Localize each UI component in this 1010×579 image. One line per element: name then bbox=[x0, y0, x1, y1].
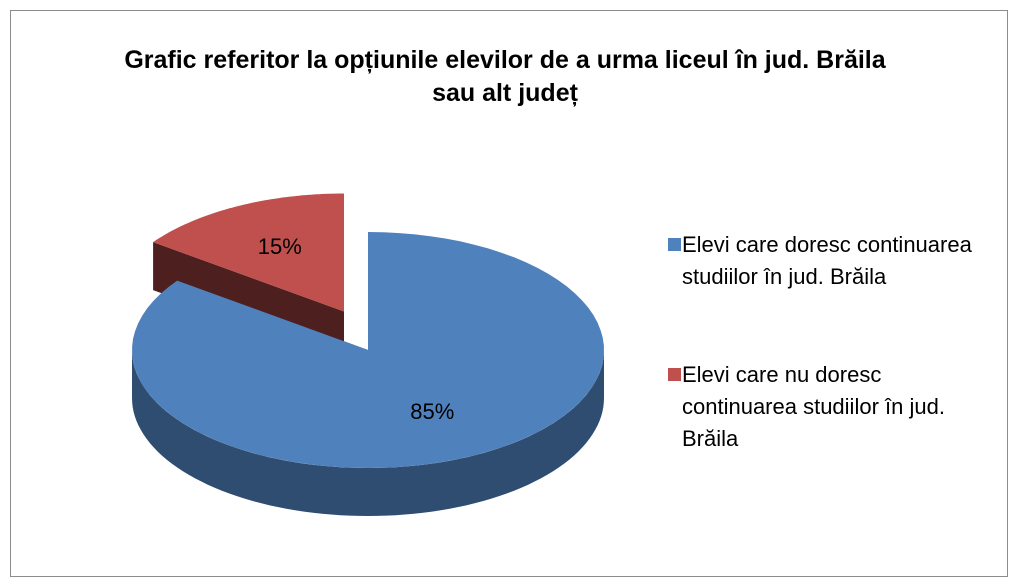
slice bbox=[132, 232, 604, 468]
legend-label: Elevi care nu doresc continuarea studiil… bbox=[682, 362, 945, 451]
chart-title: Grafic referitor la opțiunile elevilor d… bbox=[124, 46, 886, 107]
slice-side bbox=[132, 350, 604, 516]
data-label: 15% bbox=[258, 234, 302, 259]
slice bbox=[153, 193, 344, 312]
legend-swatch bbox=[668, 368, 681, 381]
data-label: 85% bbox=[410, 399, 454, 424]
legend-label: Elevi care doresc continuarea studiilor … bbox=[682, 232, 972, 289]
legend-swatch bbox=[668, 238, 681, 251]
